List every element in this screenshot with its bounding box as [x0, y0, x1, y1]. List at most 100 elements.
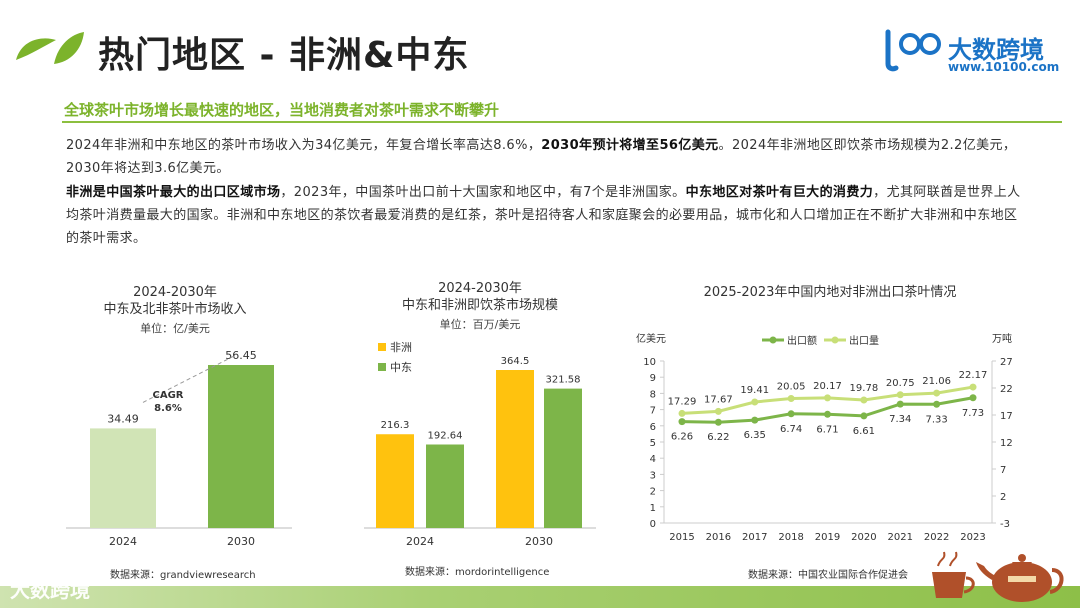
chart3-legend-label: 出口量: [849, 334, 879, 347]
chart3-point-label: 7.34: [889, 414, 911, 425]
paragraph-1-bold: 2030年预计将增至56亿美元: [541, 138, 719, 153]
chart1-x-tick: 2024: [109, 535, 137, 548]
chart3-point-label: 19.41: [740, 385, 769, 396]
chart3-title: 2025-2023年中国内地对非洲出口茶叶情况: [703, 285, 957, 300]
chart3-x-tick: 2022: [924, 532, 949, 543]
chart3-point-label: 22.17: [959, 370, 988, 381]
paragraph-2-bold: 中东地区对茶叶有巨大的消费力: [685, 185, 874, 200]
paragraph-1: 2024年非洲和中东地区的茶叶市场收入为34亿美元，年复合增长率高达8.6%，2…: [66, 134, 1026, 180]
leaf-logo-icon: [16, 32, 84, 64]
chart2-value-label: 321.58: [546, 375, 581, 386]
chart3-point-label: 21.06: [922, 376, 951, 387]
chart3-left-tick: 1: [650, 503, 656, 514]
chart2-legend-swatch: [378, 363, 386, 371]
chart3-point-label: 20.75: [886, 378, 915, 389]
chart3-right-tick: 7: [1000, 465, 1006, 476]
chart3-x-tick: 2019: [815, 532, 840, 543]
chart3-left-tick: 3: [650, 470, 656, 481]
chart3-point-出口额: [678, 418, 686, 426]
chart2-bar-非洲-2024: [376, 434, 414, 528]
chart3-point-出口额: [860, 412, 868, 420]
chart3-point-出口额: [824, 410, 831, 418]
chart1-title-line1: 2024-2030年: [133, 285, 217, 300]
chart3-point-出口额: [714, 418, 722, 426]
chart3-x-tick: 2018: [778, 532, 803, 543]
chart2-source: 数据来源：mordorintelligence: [405, 567, 550, 578]
brand-url[interactable]: www.10100.com: [948, 60, 1060, 74]
paragraph-1-seg: 2024年非洲和中东地区的茶叶市场收入为34亿美元，年复合增长率高达8.6%，: [66, 138, 542, 153]
chart3-left-tick: 2: [650, 487, 656, 498]
chart3-x-tick: 2016: [706, 532, 731, 543]
chart3-x-tick: 2020: [851, 532, 876, 543]
paragraph-2-bold: 非洲是中国茶叶最大的出口区域市场: [66, 185, 281, 200]
chart3-point-label: 17.29: [668, 396, 697, 407]
chart3-right-tick: 27: [1000, 357, 1013, 368]
chart2-legend-swatch: [378, 343, 386, 351]
chart3-point-出口额: [896, 400, 904, 408]
chart3-right-tick: 17: [1000, 411, 1013, 422]
chart3-point-出口量: [933, 389, 941, 397]
chart3-point-出口额: [969, 394, 977, 402]
chart3-legend-label: 出口额: [787, 334, 817, 347]
teapot-icon: [932, 551, 1064, 602]
subtitle-divider: [62, 97, 1062, 123]
chart3-x-tick: 2017: [742, 532, 767, 543]
chart1-title-line2: 中东及北非茶叶市场收入: [103, 302, 247, 317]
chart3-source: 数据来源：中国农业国际合作促进会: [748, 570, 908, 581]
chart2-bar-非洲-2030: [496, 370, 534, 528]
chart1-bar-2024: [90, 428, 156, 528]
chart3-right-tick: -3: [1000, 519, 1010, 530]
chart2-x-tick: 2024: [406, 535, 434, 548]
chart1-x-tick: 2030: [227, 535, 255, 548]
chart2-title-line1: 2024-2030年: [438, 281, 522, 296]
chart2-value-label: 192.64: [428, 430, 463, 441]
chart3-x-tick: 2015: [669, 532, 694, 543]
chart3-point-label: 20.17: [813, 381, 842, 392]
brand-logo-icon: [885, 29, 941, 72]
paragraph-1-seg: 。2024年非洲地区即饮茶市场规模为2.2亿美元，2030年将达到3.6亿美元。: [66, 138, 1017, 176]
chart2-svg: 非洲 216.3 364.5 中东 192.64 321.58 2024 2030: [364, 341, 596, 548]
chart3-left-tick: 9: [650, 373, 656, 384]
chart3-point-label: 17.67: [704, 394, 733, 405]
chart3-point-label: 7.73: [962, 408, 984, 419]
chart2-x-tick: 2030: [525, 535, 553, 548]
chart3-point-label: 7.33: [925, 414, 947, 425]
chart2-value-label: 364.5: [501, 356, 530, 367]
brand-name: 大数跨境: [948, 36, 1044, 64]
chart3-right-tick: 12: [1000, 438, 1013, 449]
page-title: 热门地区 - 非洲&中东: [98, 35, 470, 76]
chart3-point-出口额: [787, 410, 795, 418]
paragraph-2: 非洲是中国茶叶最大的出口区域市场，2023年，中国茶叶出口前十大国家和地区中，有…: [66, 181, 1026, 250]
chart3-left-tick: 8: [650, 389, 656, 400]
chart3-point-label: 6.22: [707, 432, 729, 443]
chart1-value-label: 34.49: [107, 412, 139, 425]
chart3-left-tick: 7: [650, 406, 656, 417]
chart3-point-label: 20.05: [777, 382, 806, 393]
chart3-left-axis-label: 亿美元: [636, 332, 666, 345]
chart3-point-出口量: [860, 396, 868, 404]
chart3-point-label: 19.78: [850, 383, 879, 394]
chart3-point-出口量: [714, 407, 722, 415]
chart3-point-出口额: [933, 400, 941, 408]
chart3-point-出口额: [751, 416, 759, 424]
chart3-point-出口量: [751, 398, 759, 406]
chart2-bar-中东-2030: [544, 388, 582, 528]
chart3-point-label: 6.26: [671, 432, 693, 443]
chart3-right-axis-label: 万吨: [992, 332, 1012, 345]
chart3-legend-marker: [769, 336, 777, 344]
paragraph-2-seg: ，尤其阿联酋是世界上人均茶叶消费量最大的国家。非洲和中东地区的茶饮者最爱消费的是…: [66, 185, 1021, 246]
chart3-left-tick: 5: [650, 438, 656, 449]
chart1-svg: 34.49 2024 56.45 2030 CAGR 8.6%: [66, 349, 292, 548]
chart3-legend-marker: [831, 336, 839, 344]
chart3-left-tick: 4: [650, 454, 656, 465]
chart3-x-tick: 2021: [888, 532, 913, 543]
chart3-right-tick: 2: [1000, 492, 1006, 503]
chart2-unit: 单位：百万/美元: [439, 318, 521, 331]
chart3-x-tick: 2023: [960, 532, 985, 543]
chart2-legend-label: 非洲: [390, 341, 412, 354]
section-subtitle: 全球茶叶市场增长最快速的地区，当地消费者对茶叶需求不断攀升: [64, 101, 500, 119]
chart3-right-tick: 22: [1000, 384, 1013, 395]
chart3-point-label: 6.74: [780, 424, 802, 435]
chart3-left-tick: 0: [650, 519, 656, 530]
